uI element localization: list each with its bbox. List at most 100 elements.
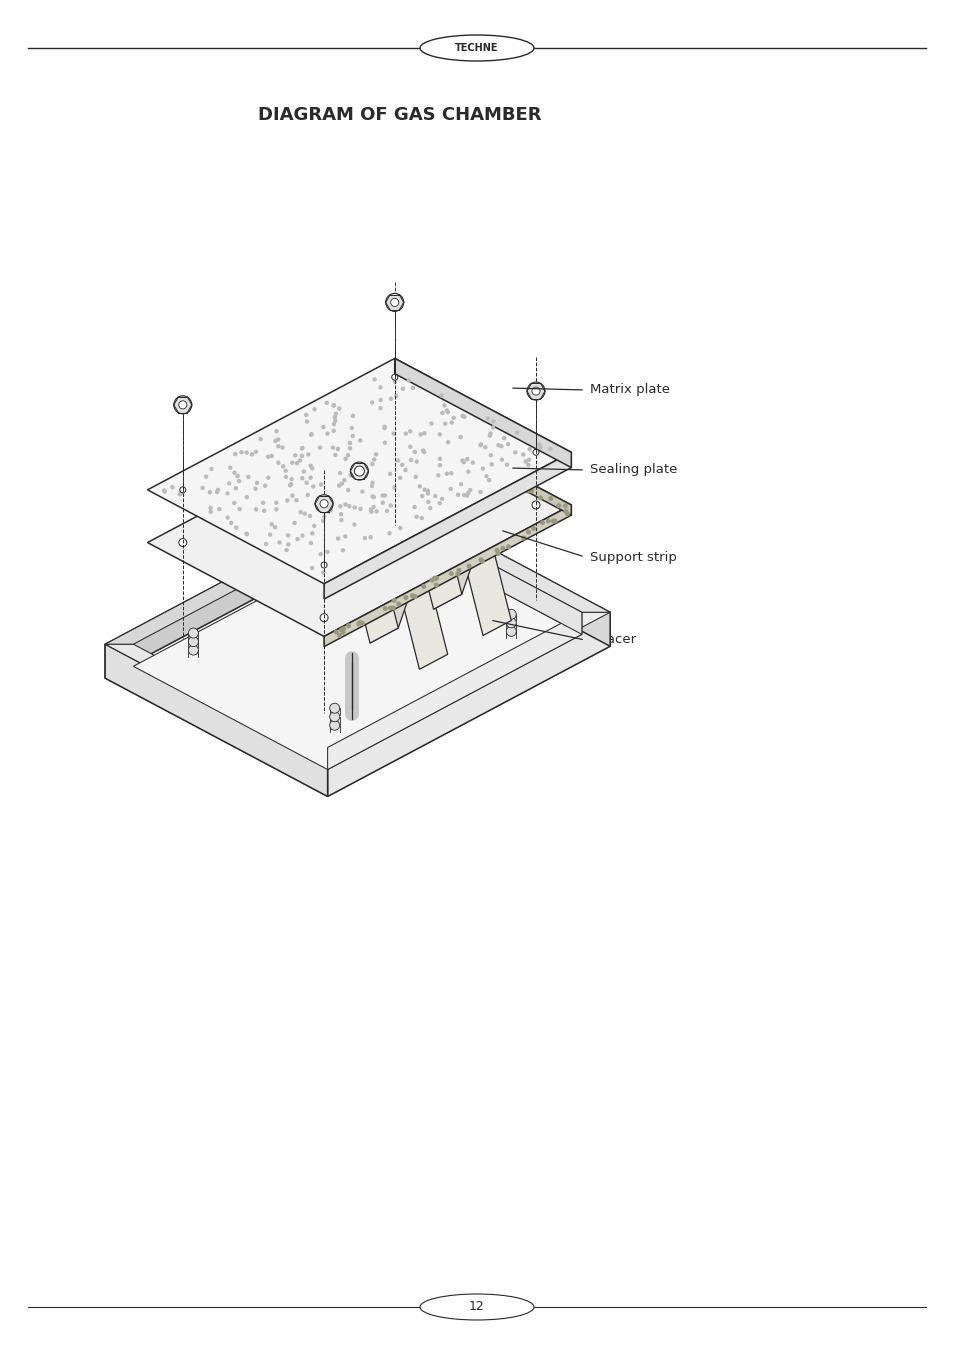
Circle shape — [492, 420, 495, 423]
Circle shape — [350, 427, 353, 430]
Circle shape — [298, 459, 301, 462]
Circle shape — [300, 454, 303, 458]
Circle shape — [332, 430, 335, 432]
Polygon shape — [105, 644, 327, 763]
Circle shape — [426, 492, 429, 495]
Circle shape — [502, 436, 505, 439]
Circle shape — [233, 501, 235, 504]
Circle shape — [343, 535, 347, 538]
Circle shape — [532, 388, 539, 396]
Circle shape — [329, 508, 332, 512]
Circle shape — [310, 434, 313, 436]
Circle shape — [326, 550, 329, 553]
Circle shape — [488, 434, 491, 438]
Circle shape — [391, 425, 398, 434]
Circle shape — [307, 453, 310, 455]
Circle shape — [460, 459, 463, 462]
Circle shape — [409, 423, 412, 427]
Circle shape — [548, 497, 552, 500]
Circle shape — [173, 396, 192, 413]
Circle shape — [383, 607, 387, 610]
Circle shape — [344, 503, 347, 505]
Circle shape — [446, 440, 449, 443]
Circle shape — [162, 489, 166, 492]
Circle shape — [188, 637, 198, 646]
Circle shape — [380, 495, 384, 497]
Circle shape — [499, 473, 502, 476]
Circle shape — [309, 476, 312, 480]
Circle shape — [313, 408, 315, 411]
Polygon shape — [327, 612, 610, 797]
Circle shape — [392, 432, 395, 435]
Circle shape — [415, 461, 417, 463]
Circle shape — [369, 508, 372, 511]
Circle shape — [438, 463, 441, 466]
Circle shape — [499, 458, 503, 461]
Circle shape — [398, 477, 401, 480]
Circle shape — [337, 406, 340, 411]
Circle shape — [383, 495, 386, 497]
Circle shape — [371, 495, 374, 499]
Circle shape — [379, 398, 382, 401]
Polygon shape — [387, 509, 581, 634]
Circle shape — [407, 379, 410, 382]
Polygon shape — [387, 495, 610, 646]
Circle shape — [426, 500, 430, 504]
Circle shape — [436, 474, 439, 477]
Circle shape — [178, 538, 187, 546]
Circle shape — [421, 584, 425, 588]
Circle shape — [563, 509, 567, 514]
Circle shape — [459, 482, 462, 485]
Polygon shape — [384, 496, 436, 583]
Circle shape — [391, 298, 398, 306]
Circle shape — [259, 438, 262, 440]
Circle shape — [313, 524, 315, 527]
Circle shape — [413, 595, 416, 599]
Circle shape — [440, 497, 443, 500]
Circle shape — [336, 447, 339, 450]
Circle shape — [445, 472, 448, 476]
Circle shape — [420, 495, 423, 497]
Circle shape — [415, 515, 417, 518]
Circle shape — [331, 446, 335, 449]
Circle shape — [370, 484, 374, 488]
Circle shape — [284, 476, 287, 478]
Circle shape — [304, 413, 308, 416]
Circle shape — [435, 576, 437, 580]
Circle shape — [309, 542, 312, 545]
Circle shape — [178, 401, 187, 409]
Circle shape — [433, 576, 436, 580]
Circle shape — [478, 443, 481, 447]
Circle shape — [365, 534, 375, 545]
Circle shape — [261, 501, 264, 504]
Circle shape — [179, 486, 186, 493]
Circle shape — [563, 504, 566, 508]
Circle shape — [319, 500, 328, 508]
Polygon shape — [105, 495, 387, 679]
Circle shape — [210, 467, 213, 470]
Circle shape — [353, 505, 355, 509]
Text: TECHNE: TECHNE — [455, 43, 498, 53]
Circle shape — [383, 427, 386, 430]
Circle shape — [333, 416, 336, 419]
Circle shape — [365, 543, 375, 553]
Circle shape — [178, 493, 181, 496]
Circle shape — [383, 442, 386, 444]
Circle shape — [373, 458, 375, 461]
Circle shape — [438, 457, 441, 461]
Circle shape — [479, 443, 482, 446]
Circle shape — [465, 458, 468, 461]
Circle shape — [355, 520, 363, 527]
Circle shape — [303, 512, 306, 515]
Circle shape — [392, 374, 397, 381]
Circle shape — [350, 462, 368, 480]
Circle shape — [274, 526, 276, 528]
Circle shape — [371, 462, 374, 466]
Circle shape — [235, 474, 239, 478]
Circle shape — [287, 543, 290, 546]
Circle shape — [521, 453, 524, 457]
Circle shape — [351, 435, 354, 438]
Circle shape — [274, 430, 277, 432]
Polygon shape — [395, 556, 447, 669]
Circle shape — [403, 469, 407, 472]
